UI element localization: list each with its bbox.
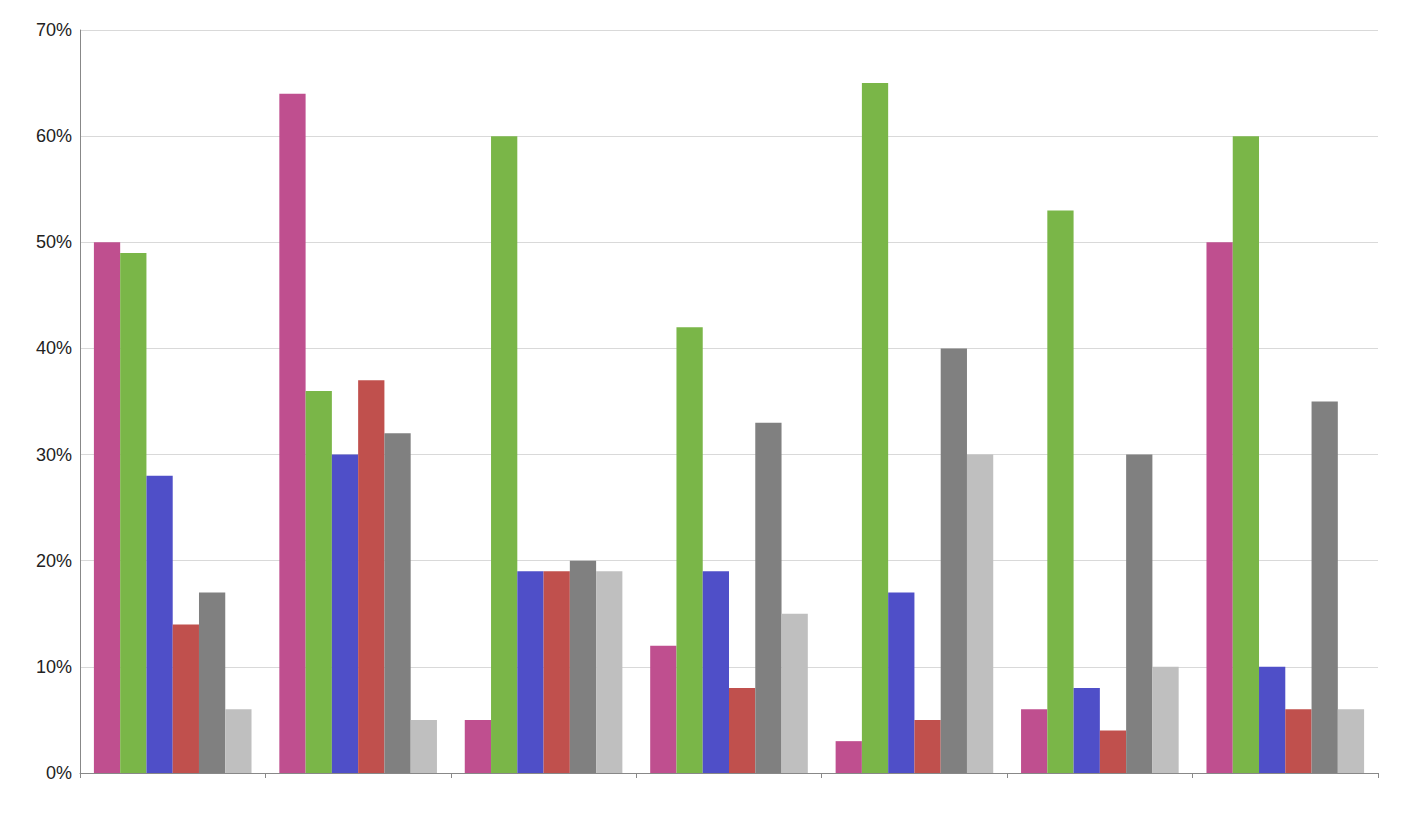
svg-text:40%: 40% [36, 338, 72, 358]
svg-text:70%: 70% [36, 20, 72, 40]
svg-text:30%: 30% [36, 445, 72, 465]
svg-text:10%: 10% [36, 657, 72, 677]
svg-text:60%: 60% [36, 126, 72, 146]
svg-text:20%: 20% [36, 551, 72, 571]
svg-text:0%: 0% [46, 763, 72, 783]
svg-text:50%: 50% [36, 232, 72, 252]
